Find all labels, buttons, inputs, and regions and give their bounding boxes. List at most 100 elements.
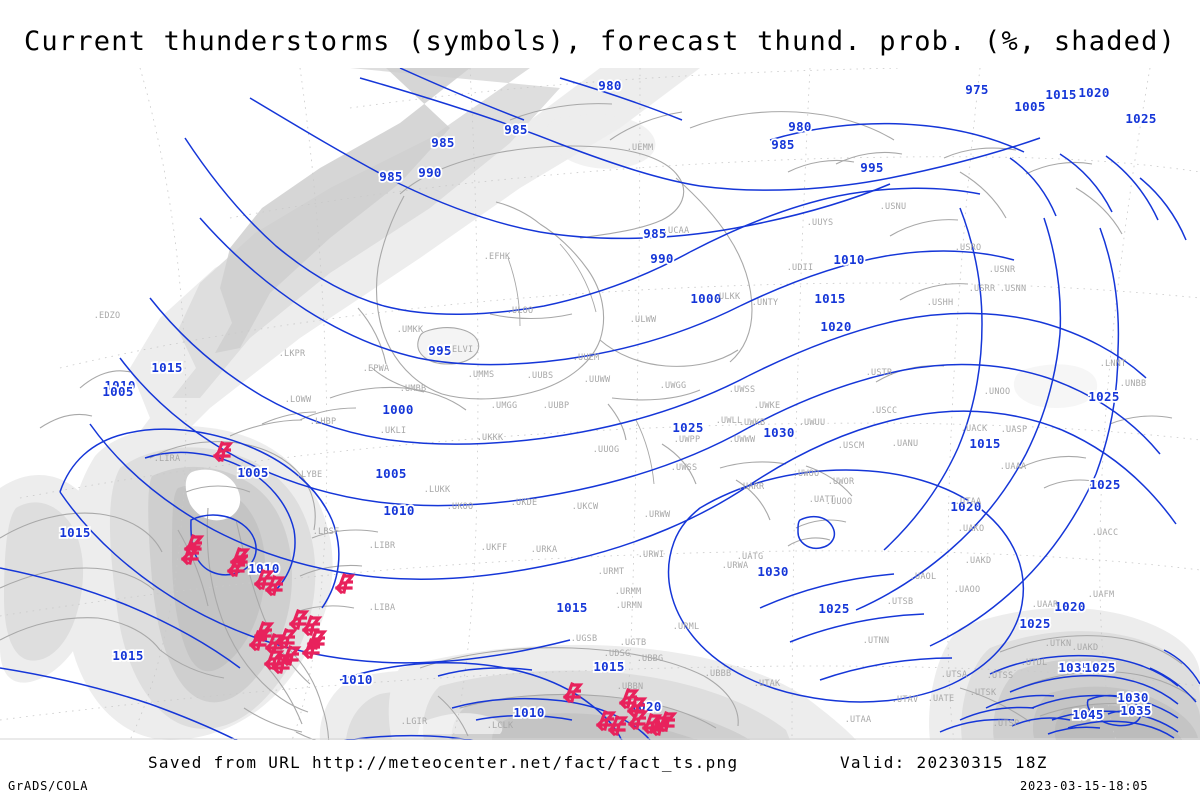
station-label: .UBBG [637, 654, 664, 664]
isobar-label: 1025 [1084, 660, 1115, 675]
isobar-label: 1030 [757, 564, 788, 579]
isobars [0, 68, 1200, 740]
isobar-label: 1020 [820, 319, 851, 334]
isobar-label-halo: 1025 [1089, 477, 1120, 492]
isobar-label-halo: 985 [504, 122, 527, 137]
isobar-label-halo: 985 [431, 135, 454, 150]
station-label: .UUEM [573, 353, 600, 363]
station-label: .URKA [531, 545, 558, 555]
isobar-label-halo: 995 [428, 343, 451, 358]
station-label: .UMMS [468, 370, 495, 380]
station-label: .EFHK [484, 252, 511, 262]
station-label: .UNTY [752, 298, 779, 308]
station-label: .UUOO [826, 497, 853, 507]
station-label: .UARR [738, 482, 765, 492]
isobar-label-halo: 1000 [382, 402, 413, 417]
isobar-label: 1015 [112, 648, 143, 663]
station-label: .UTSP [993, 719, 1020, 729]
isobar-label-halo: 1015 [814, 291, 845, 306]
isobar-label: 1010 [833, 252, 864, 267]
isobar-label: 985 [643, 226, 666, 241]
station-label: .UKKK [477, 433, 504, 443]
station-label: .UANU [892, 439, 919, 449]
station-label: .UWKE [754, 401, 781, 411]
station-label: .UBBB [705, 669, 732, 679]
station-label: .UMBB [400, 384, 427, 394]
isobar-label-halo: 985 [643, 226, 666, 241]
station-label: .UWSS [729, 385, 756, 395]
station-label: .UAKD [965, 556, 992, 566]
isobar-label-halo: 985 [771, 137, 794, 152]
isobar-label: 1020 [1078, 85, 1109, 100]
page-title: Current thunderstorms (symbols), forecas… [23, 26, 1177, 57]
isobar-label: 1015 [59, 525, 90, 540]
producer-label: GrADS/COLA [8, 779, 89, 793]
station-label: .UTKN [1045, 639, 1072, 649]
station-label: .UTSA [941, 670, 968, 680]
isobar-label-halo: 1020 [950, 499, 981, 514]
isobar-label-halo: 975 [965, 82, 988, 97]
station-label: .EPWA [363, 364, 390, 374]
isobar-label-halo: 1015 [59, 525, 90, 540]
isobar-label: 1035 [1058, 660, 1089, 675]
station-label: .USCM [838, 441, 865, 451]
isobar-label: 985 [771, 137, 794, 152]
isobar-label-halo: 1005 [375, 466, 406, 481]
station-label: .LGIR [401, 717, 428, 727]
station-label: .UTAV [892, 695, 919, 705]
station-label: .LHBP [310, 417, 337, 427]
station-label: .UTDL [1021, 658, 1048, 668]
isobar-label: 975 [965, 82, 988, 97]
station-label: .UNOO [984, 387, 1011, 397]
station-label: .UAAA [1000, 462, 1027, 472]
station-label: .UDII [787, 263, 814, 273]
station-label: .UGTB [620, 638, 647, 648]
isobar-label-halo: 1005 [237, 465, 268, 480]
isobar-label: 1005 [102, 384, 133, 399]
station-label: .UNBB [1120, 379, 1147, 389]
isobar-label: 1045 [1072, 707, 1103, 722]
station-label: .UATT [809, 495, 836, 505]
station-label: .UTAA [845, 715, 872, 725]
isobar-label-halo: 1045 [1072, 707, 1103, 722]
station-label: .URWI [638, 550, 665, 560]
isobar-label: 995 [428, 343, 451, 358]
isobar-label: 985 [379, 169, 402, 184]
weather-map[interactable]: 980 980 975 975 1015 1015 1020 1020 1005 1005 985 9… [0, 68, 1200, 740]
isobar-label-halo: 995 [860, 160, 883, 175]
station-label: .UATE [928, 694, 955, 704]
station-label: .UAOO [954, 585, 981, 595]
station-label: .URML [673, 622, 700, 632]
isobar-label: 1015 [593, 659, 624, 674]
isobar-label-halo: 1015 [593, 659, 624, 674]
isobar-label: 1010 [104, 378, 135, 393]
isobar-label: 1005 [237, 465, 268, 480]
station-label: .UTAA [955, 497, 982, 507]
station-label: .LYBE [296, 470, 323, 480]
isobar-label-halo: 1015 [151, 360, 182, 375]
isobar-label: 1010 [341, 672, 372, 687]
station-label: .ULOO [507, 306, 534, 316]
isobar-label: 1025 [1125, 111, 1156, 126]
isobar-label-halo: 985 [379, 169, 402, 184]
station-label: .UUOG [593, 445, 620, 455]
station-label: .USRR [969, 284, 996, 294]
isobar-label-halo: 1010 [341, 672, 372, 687]
station-label: .EDZO [94, 311, 121, 321]
station-label: .UMGG [491, 401, 518, 411]
station-label: .UDSG [604, 649, 631, 659]
isobar-label-halo: 1030 [757, 564, 788, 579]
station-label: .USNR [989, 265, 1016, 275]
station-label: .UBBN [617, 682, 644, 692]
station-label: .UWUU [799, 418, 826, 428]
isobar-label: 1025 [1019, 616, 1050, 631]
station-label: .UMKK [397, 325, 424, 335]
isobar-label-halo: 1025 [1084, 660, 1115, 675]
station-label: .UUYS [807, 218, 834, 228]
isobar-label: 990 [418, 165, 441, 180]
station-label: .UWPP [674, 435, 701, 445]
isobar-label: 985 [431, 135, 454, 150]
station-label: .USHH [927, 298, 954, 308]
